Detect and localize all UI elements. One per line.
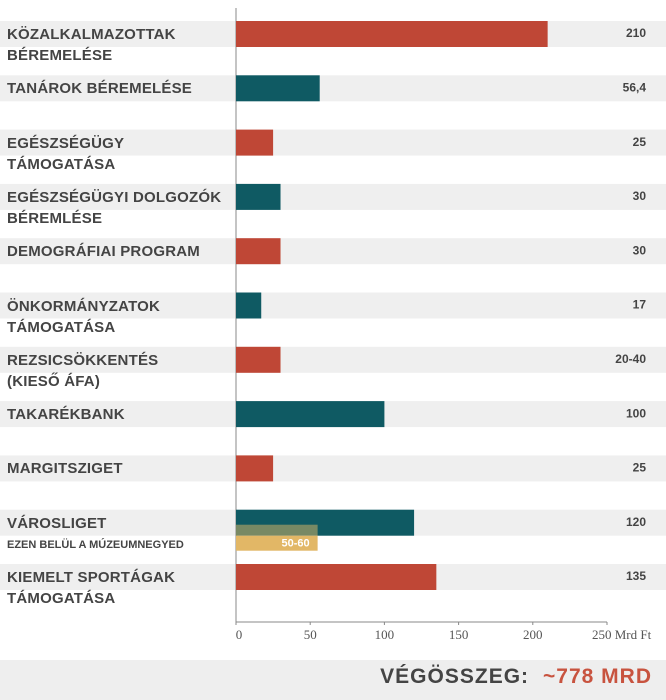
x-tick-label: 0 [236,627,243,642]
row-band [0,346,666,373]
row-band [0,455,666,482]
category-label: TANÁROK BÉREMELÉSE [7,80,192,98]
sub-bar [236,535,318,551]
bar [236,455,274,482]
row-band [0,75,666,102]
footer: VÉGÖSSZEG: ~778 MRD [0,660,666,700]
x-tick-label: 100 [375,627,395,642]
bar [236,292,262,319]
row-band [0,238,666,265]
category-label: ÖNKORMÁNYZATOK TÁMOGATÁSA [7,297,161,336]
bar [236,346,281,373]
value-label: 210 [626,26,646,40]
value-label: 30 [633,243,647,257]
total-value: ~778 MRD [543,665,652,688]
bar [236,564,437,590]
value-label: 20-40 [615,352,646,366]
bar [236,21,548,47]
sub-series-label: EZEN BELÜL A MÚZEUMNEGYED [7,538,184,551]
plot: 210 56,4 25 30 30 17 20-40 100 25 120 50-60 135 0 50 1… [0,8,666,642]
category-label: MARGITSZIGET [7,460,123,478]
x-tick-label: 250 Mrd Ft [592,627,652,642]
category-label: KIEMELT SPORTÁGAK TÁMOGATÁSA [7,569,176,607]
bar [236,401,385,428]
value-label: 100 [626,406,646,420]
x-tick-label: 200 [523,627,543,642]
x-tick-label: 150 [449,627,469,642]
total-label: VÉGÖSSZEG: [380,665,530,688]
category-label: EGÉSZSÉGÜGY TÁMOGATÁSA [7,134,125,173]
value-label: 120 [626,515,646,529]
category-label: VÁROSLIGET [7,514,107,532]
value-label: 17 [633,298,647,312]
x-tick-label: 50 [304,627,317,642]
category-label: REZSICSÖKKENTÉS (KIESŐ ÁFA) [7,351,159,390]
value-label: 25 [633,135,647,149]
bar [236,238,281,265]
row-band [0,129,666,156]
value-label: 25 [633,461,647,475]
bar [236,183,281,210]
bar [236,129,274,156]
bar [236,75,320,102]
sub-value-label: 50-60 [281,538,309,550]
value-label: 56,4 [623,80,647,94]
category-label: DEMOGRÁFIAI PROGRAM [7,243,200,261]
category-label: TAKARÉKBANK [7,406,125,424]
category-label: EGÉSZSÉGÜGYI DOLGOZÓK BÉREMLÉSE [7,188,222,227]
category-label: KÖZALKALMAZOTTAK BÉREMELÉSE [7,26,176,64]
overlap [236,524,318,536]
value-label: 30 [633,189,647,203]
row-band [0,292,666,319]
value-label: 135 [626,569,646,583]
row-band [0,183,666,210]
